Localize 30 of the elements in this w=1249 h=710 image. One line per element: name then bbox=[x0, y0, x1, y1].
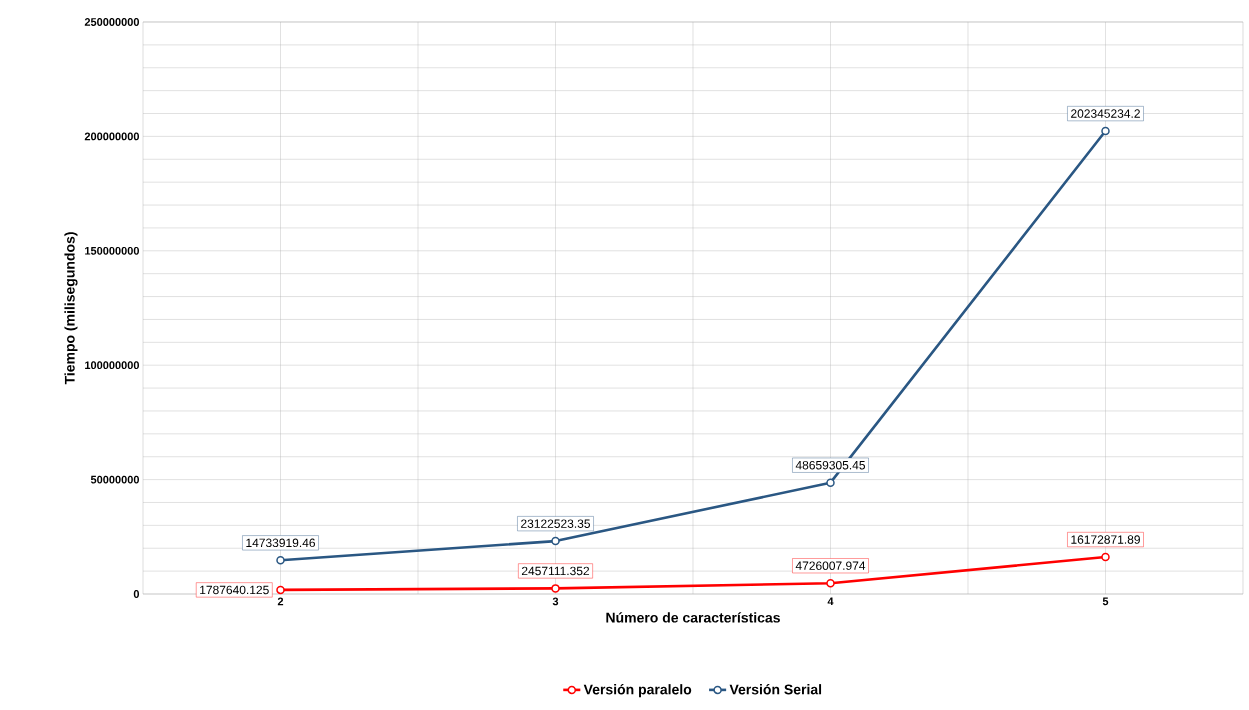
data-label: 48659305.45 bbox=[795, 460, 866, 470]
point bbox=[1101, 126, 1110, 136]
x-axis-title: Número de características bbox=[606, 612, 780, 623]
data-label: 2457111.352 bbox=[521, 566, 590, 576]
point bbox=[1101, 552, 1110, 562]
point bbox=[551, 584, 560, 593]
legend-label: Versión Serial bbox=[729, 683, 822, 695]
y-tick-label: 250000000 bbox=[84, 18, 139, 26]
x-tick-label: 2 bbox=[277, 597, 284, 606]
data-label: 14733919.46 bbox=[246, 538, 315, 548]
y-tick-label: 50000000 bbox=[90, 475, 139, 484]
point bbox=[276, 556, 285, 565]
data-label: 202345234.2 bbox=[1071, 109, 1140, 118]
data-label: 23122523.35 bbox=[521, 519, 591, 528]
y-tick-label: 150000000 bbox=[85, 246, 139, 255]
data-label: 1787640.125 bbox=[200, 585, 269, 595]
legend-label: Versión paralelo bbox=[583, 683, 692, 698]
point bbox=[826, 478, 835, 487]
x-tick-label: 4 bbox=[827, 597, 834, 606]
data-label: 4726007.974 bbox=[795, 561, 866, 570]
y-tick-label: 100000000 bbox=[85, 361, 139, 370]
data-label: 16172871.89 bbox=[1071, 535, 1140, 544]
x-tick-label: 5 bbox=[1102, 597, 1109, 606]
y-tick-label: 0 bbox=[133, 590, 140, 598]
point bbox=[276, 585, 285, 595]
point bbox=[551, 536, 560, 546]
x-tick-label: 3 bbox=[552, 597, 559, 606]
point bbox=[826, 578, 835, 588]
y-tick-label: 200000000 bbox=[84, 132, 139, 141]
y-axis-title: Tiempo (milisegundos) bbox=[64, 232, 78, 385]
